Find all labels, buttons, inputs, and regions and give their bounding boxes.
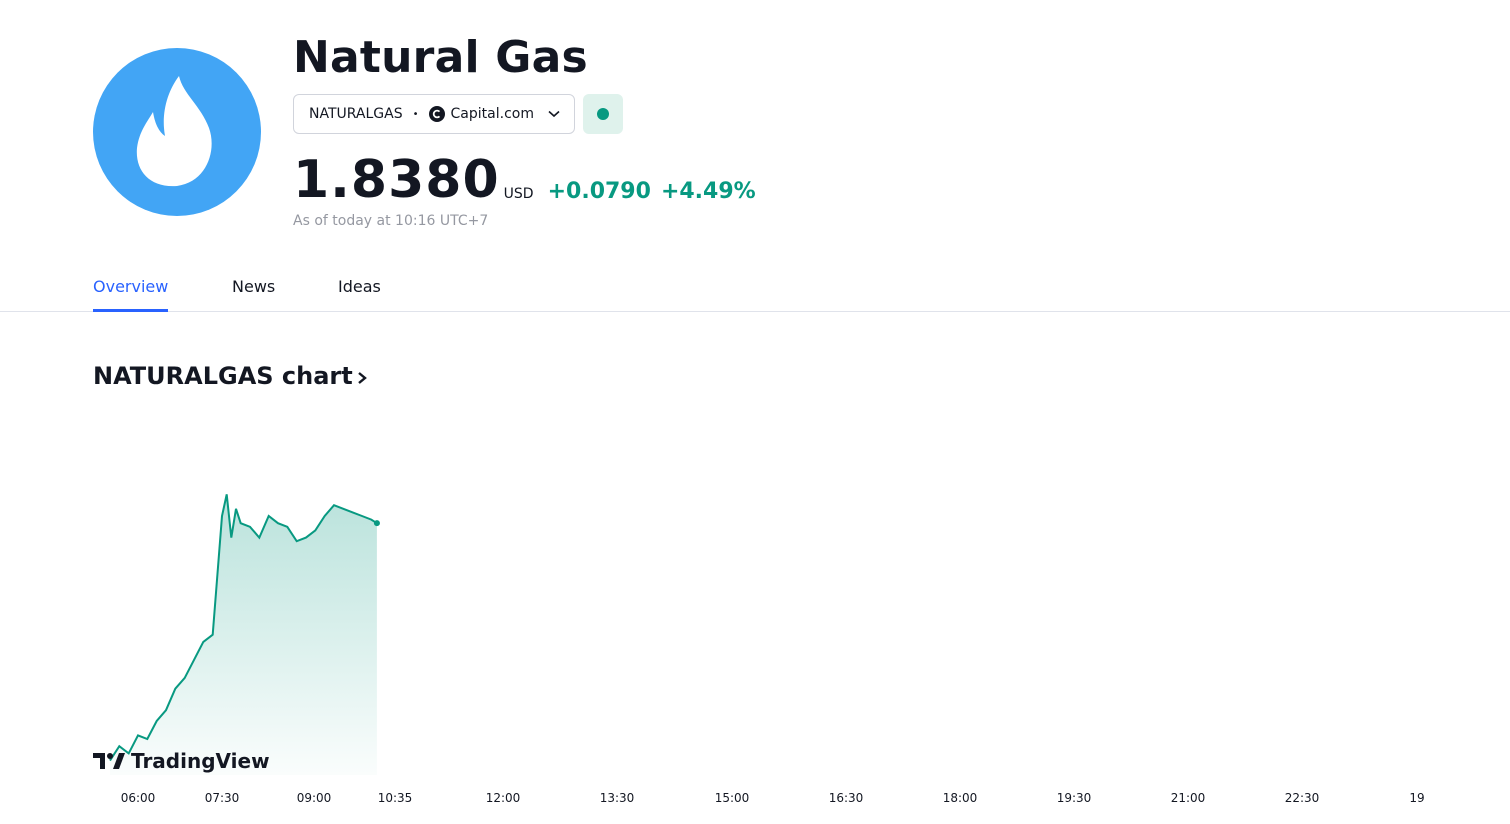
x-tick-label: 13:30 bbox=[600, 791, 635, 805]
x-tick-label: 22:30 bbox=[1285, 791, 1320, 805]
price-change: +0.0790 bbox=[547, 179, 651, 204]
chart-section-link[interactable]: NATURALGAS chart bbox=[93, 362, 367, 390]
last-price-point bbox=[373, 520, 380, 527]
separator-dot: • bbox=[412, 108, 419, 120]
tradingview-label: TradingView bbox=[131, 749, 270, 773]
x-tick-label: 19 bbox=[1409, 791, 1424, 805]
price-change-percent: +4.49% bbox=[660, 179, 756, 204]
symbol-header: Natural Gas NATURALGAS • Capital.com 1.8… bbox=[93, 36, 1423, 236]
x-tick-label: 09:00 bbox=[297, 791, 332, 805]
chart-section-title: NATURALGAS chart bbox=[93, 362, 353, 390]
x-tick-label: 15:00 bbox=[715, 791, 750, 805]
currency-label: USD bbox=[503, 186, 534, 202]
market-open-indicator bbox=[596, 108, 609, 120]
tab-overview[interactable]: Overview bbox=[93, 277, 169, 312]
broker-label: Capital.com bbox=[450, 106, 534, 122]
price-chart[interactable]: 06:00 07:30 09:00 10:35 12:00 13:30 15:00 16:30… bbox=[93, 420, 1433, 820]
x-tick-label: 18:00 bbox=[943, 791, 978, 805]
flame-icon bbox=[93, 48, 261, 216]
x-tick-label: 16:30 bbox=[829, 791, 864, 805]
page-title: Natural Gas bbox=[293, 32, 588, 83]
tradingview-watermark: TradingView bbox=[93, 749, 270, 773]
chevron-right-icon bbox=[357, 371, 367, 385]
symbol-label: NATURALGAS bbox=[309, 106, 403, 122]
chart-svg: 06:00 07:30 09:00 10:35 12:00 13:30 15:00 16:30… bbox=[109, 494, 1425, 805]
price-area-fill bbox=[110, 494, 377, 775]
last-price: 1.8380 bbox=[293, 150, 500, 210]
capital-com-icon bbox=[428, 106, 445, 122]
x-tick-label: 07:30 bbox=[205, 791, 240, 805]
chevron-down-icon bbox=[548, 110, 560, 118]
x-tick-label: 06:00 bbox=[121, 791, 156, 805]
tab-ideas[interactable]: Ideas bbox=[338, 277, 381, 296]
symbol-exchange-dropdown[interactable]: NATURALGAS • Capital.com bbox=[293, 94, 575, 134]
x-tick-label: 19:30 bbox=[1057, 791, 1092, 805]
x-tick-label: 10:35 bbox=[378, 791, 413, 805]
market-status-button[interactable] bbox=[582, 94, 623, 134]
as-of-timestamp: As of today at 10:16 UTC+7 bbox=[293, 213, 489, 229]
x-tick-label: 21:00 bbox=[1171, 791, 1206, 805]
tab-news[interactable]: News bbox=[232, 277, 276, 296]
tradingview-logo-icon bbox=[93, 752, 125, 770]
x-tick-label: 12:00 bbox=[486, 791, 521, 805]
price-series-line bbox=[109, 494, 378, 762]
tab-bar: Overview News Ideas bbox=[0, 265, 1510, 312]
